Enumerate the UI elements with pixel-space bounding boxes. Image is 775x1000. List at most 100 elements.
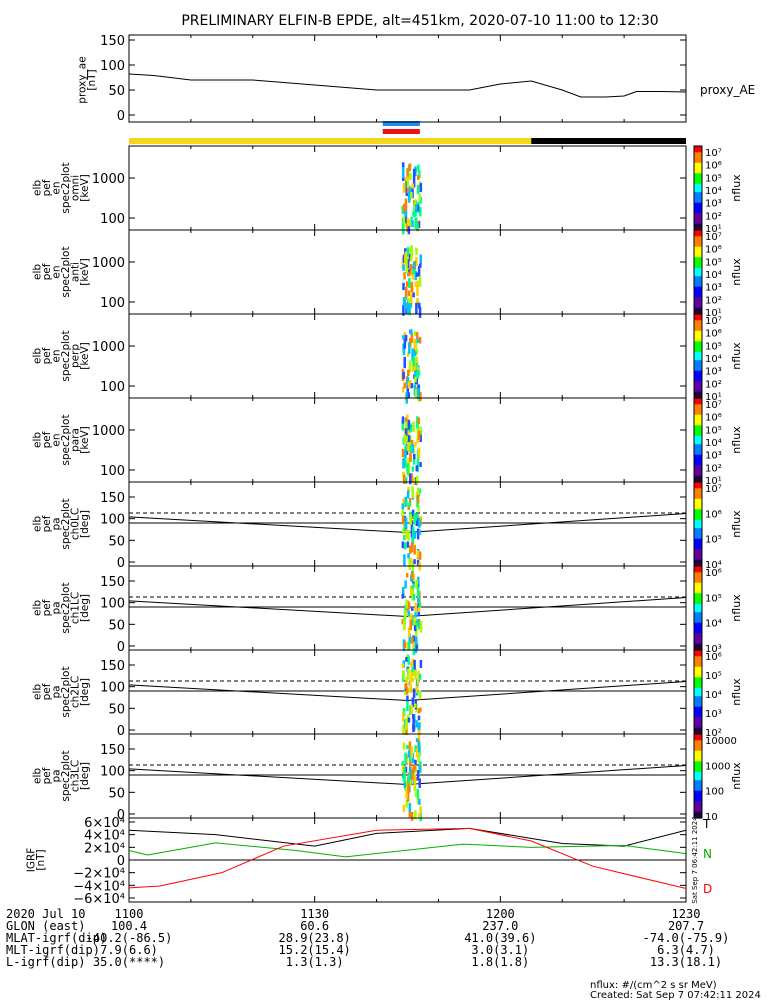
colorbar-segment bbox=[694, 305, 702, 309]
colorbar-segment bbox=[694, 805, 702, 809]
y-axis-label-line: ch3LC bbox=[69, 760, 81, 792]
colorbar-segment bbox=[694, 175, 702, 179]
spectrogram-cell bbox=[416, 388, 420, 399]
colorbar-segment bbox=[694, 366, 702, 370]
colorbar-segment bbox=[694, 763, 702, 767]
colorbar-segment bbox=[694, 673, 702, 676]
spectrogram-cell bbox=[406, 259, 410, 268]
colorbar-segment bbox=[694, 765, 702, 769]
colorbar-segment bbox=[694, 213, 702, 216]
spectrogram-cell bbox=[407, 782, 410, 794]
colorbar-tick-label: 10⁷ bbox=[705, 232, 722, 243]
colorbar-segment bbox=[694, 505, 702, 508]
spectrogram-cell bbox=[415, 465, 419, 472]
colorbar-segment bbox=[694, 710, 702, 714]
energy-y-tick-label: 100 bbox=[100, 296, 125, 311]
spectrogram-cell bbox=[415, 636, 418, 646]
colorbar-segment bbox=[694, 335, 702, 338]
energy-y-tick-label: 1000 bbox=[92, 256, 125, 271]
spectrogram-cell bbox=[407, 290, 411, 297]
colorbar-segment bbox=[694, 666, 702, 670]
spectrogram-cell bbox=[413, 544, 416, 555]
y-axis-label-line: [keV] bbox=[79, 258, 91, 286]
colorbar-segment bbox=[694, 452, 702, 456]
colorbar-tick-label: 10⁶ bbox=[705, 652, 722, 663]
footer-row-value: 35.0(****) bbox=[93, 955, 165, 969]
footer-row-label: MLAT-igrf(dip) bbox=[6, 931, 107, 945]
spectrogram-cell bbox=[412, 594, 416, 601]
footer-row-label: GLON (east) bbox=[6, 919, 85, 933]
colorbar-tick-label: 10¹ bbox=[705, 308, 722, 319]
colorbar-segment bbox=[694, 202, 702, 206]
colorbar-segment bbox=[694, 500, 702, 504]
colorbar-segment bbox=[694, 225, 702, 229]
colorbar-segment bbox=[694, 687, 702, 691]
colorbar-segment bbox=[694, 188, 702, 191]
colorbar-segment bbox=[694, 645, 702, 649]
colorbar-tick-label: 10⁶ bbox=[705, 245, 722, 256]
y-axis-label-line: pa bbox=[50, 601, 62, 614]
spectrogram-cell bbox=[412, 582, 415, 588]
spectrogram-cell bbox=[417, 752, 420, 762]
colorbar-segment bbox=[694, 618, 702, 622]
spectrogram-cell bbox=[408, 163, 412, 170]
colorbar-segment bbox=[694, 223, 702, 227]
spectrogram-cell bbox=[409, 444, 413, 453]
colorbar-segment bbox=[694, 288, 702, 292]
colorbar-segment bbox=[694, 538, 702, 542]
colorbar-segment bbox=[694, 641, 702, 645]
loss-cone-line bbox=[128, 596, 687, 618]
spectrogram-cell bbox=[415, 643, 419, 649]
colorbar-segment bbox=[694, 169, 702, 172]
colorbar-segment bbox=[694, 624, 702, 628]
spectrogram-cell bbox=[409, 773, 413, 784]
colorbar-segment bbox=[694, 377, 702, 380]
spectrogram-cell bbox=[417, 619, 421, 626]
spectrogram-cell bbox=[404, 334, 408, 342]
spectrogram-cell bbox=[402, 458, 405, 469]
colorbar-tick-label: 10³ bbox=[705, 644, 722, 655]
colorbar-segment bbox=[694, 486, 702, 489]
spectrogram-cell bbox=[404, 445, 407, 451]
spectrogram-cell bbox=[405, 257, 408, 269]
spectrogram-cell bbox=[407, 428, 410, 438]
colorbar-segment bbox=[694, 248, 702, 252]
colorbar-segment bbox=[694, 503, 702, 506]
colorbar-segment bbox=[694, 295, 702, 298]
colorbar-segment bbox=[694, 412, 702, 416]
colorbar-segment bbox=[694, 498, 702, 502]
spectrogram-cell bbox=[417, 581, 420, 589]
spectrogram-cell bbox=[417, 729, 421, 742]
y-axis-label-line: pef bbox=[41, 347, 53, 364]
spectrogram-cell bbox=[410, 281, 414, 292]
spectrogram-cell bbox=[401, 761, 404, 766]
colorbar-segment bbox=[694, 297, 702, 300]
spectrogram-cell bbox=[404, 604, 407, 614]
spectrogram-cell bbox=[410, 329, 413, 335]
spectrogram-cell bbox=[412, 292, 415, 298]
y-axis-label-line: ch1LC bbox=[69, 592, 81, 624]
spectrogram-cell bbox=[418, 193, 421, 201]
colorbar-segment bbox=[694, 345, 702, 349]
spectrogram-cell bbox=[410, 439, 414, 449]
colorbar-segment bbox=[694, 788, 702, 792]
spectrogram-cell bbox=[415, 203, 418, 213]
colorbar-segment bbox=[694, 532, 702, 536]
colorbar-segment bbox=[694, 809, 702, 813]
colorbar-segment bbox=[694, 324, 702, 328]
spectrogram-cell bbox=[417, 164, 420, 171]
y-axis-label-line: proxy_ae bbox=[76, 56, 88, 103]
colorbar-segment bbox=[694, 414, 702, 418]
colorbar-segment bbox=[694, 576, 702, 580]
spectrogram-cell bbox=[415, 491, 419, 500]
colorbar-segment bbox=[694, 372, 702, 376]
proxy-ae-line bbox=[128, 73, 687, 98]
spectrogram-cell bbox=[410, 255, 413, 262]
spectrogram-cell bbox=[407, 553, 410, 559]
spectrogram-cell bbox=[403, 382, 406, 389]
spectrogram-cell bbox=[414, 208, 417, 216]
colorbar-label: nflux bbox=[730, 174, 743, 202]
